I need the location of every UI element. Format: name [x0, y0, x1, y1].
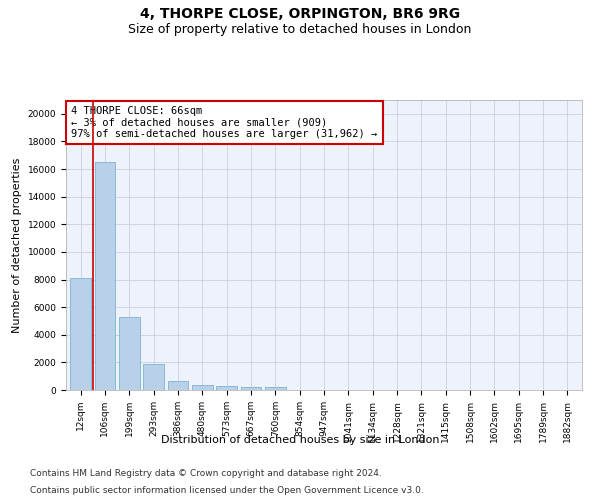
Text: Distribution of detached houses by size in London: Distribution of detached houses by size … — [161, 435, 439, 445]
Bar — [143, 364, 164, 390]
Y-axis label: Number of detached properties: Number of detached properties — [12, 158, 22, 332]
Bar — [167, 381, 188, 390]
Text: Contains public sector information licensed under the Open Government Licence v3: Contains public sector information licen… — [30, 486, 424, 495]
Text: Contains HM Land Registry data © Crown copyright and database right 2024.: Contains HM Land Registry data © Crown c… — [30, 468, 382, 477]
Bar — [265, 388, 286, 390]
Text: 4 THORPE CLOSE: 66sqm
← 3% of detached houses are smaller (909)
97% of semi-deta: 4 THORPE CLOSE: 66sqm ← 3% of detached h… — [71, 106, 377, 139]
Bar — [192, 385, 212, 390]
Bar — [241, 387, 262, 390]
Bar — [216, 386, 237, 390]
Bar — [119, 317, 140, 390]
Bar — [95, 162, 115, 390]
Text: Size of property relative to detached houses in London: Size of property relative to detached ho… — [128, 22, 472, 36]
Text: 4, THORPE CLOSE, ORPINGTON, BR6 9RG: 4, THORPE CLOSE, ORPINGTON, BR6 9RG — [140, 8, 460, 22]
Bar — [70, 278, 91, 390]
